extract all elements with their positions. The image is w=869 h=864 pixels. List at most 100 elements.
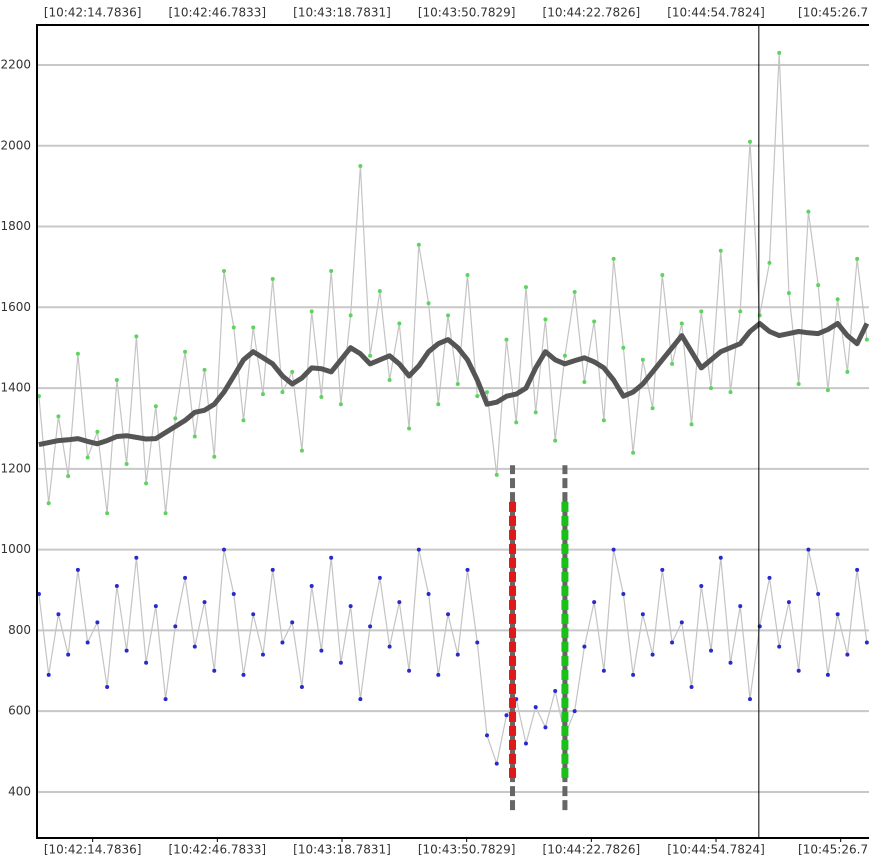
data-point: [631, 450, 636, 455]
data-point: [270, 277, 275, 282]
x-tick-label-bottom: [10:42:46.7833]: [169, 843, 267, 857]
data-point: [397, 600, 402, 605]
data-point: [338, 402, 343, 407]
data-point: [183, 349, 188, 354]
data-point: [504, 337, 509, 342]
data-point: [572, 289, 577, 294]
data-point: [757, 313, 762, 318]
data-point: [816, 592, 821, 597]
data-point: [202, 367, 207, 372]
data-point: [757, 624, 762, 629]
data-point: [601, 418, 606, 423]
data-point: [582, 644, 587, 649]
data-point: [611, 547, 616, 552]
data-point: [621, 345, 626, 350]
data-point: [786, 600, 791, 605]
y-tick-label: 600: [8, 704, 31, 718]
data-point: [572, 709, 577, 714]
data-point: [825, 388, 830, 393]
data-point: [446, 313, 451, 318]
data-point: [416, 547, 421, 552]
data-point: [290, 369, 295, 374]
data-point: [222, 268, 227, 273]
data-point: [806, 209, 811, 214]
data-point: [66, 652, 71, 657]
x-tick-label-bottom: [10:44:22.7826]: [543, 843, 641, 857]
data-point: [670, 361, 675, 366]
data-point: [864, 337, 869, 342]
data-point: [514, 420, 519, 425]
data-point: [183, 575, 188, 580]
data-point: [611, 256, 616, 261]
data-point: [173, 416, 178, 421]
data-point: [222, 547, 227, 552]
data-point: [640, 357, 645, 362]
data-point: [835, 297, 840, 302]
data-point: [747, 139, 752, 144]
data-point: [494, 761, 499, 766]
data-point: [251, 612, 256, 617]
data-point: [650, 652, 655, 657]
data-point: [845, 652, 850, 657]
data-point: [66, 474, 71, 479]
data-point: [85, 455, 90, 460]
data-point: [212, 454, 217, 459]
y-tick-label: 1600: [0, 300, 31, 314]
data-point: [416, 242, 421, 247]
data-point: [290, 620, 295, 625]
data-point: [796, 382, 801, 387]
data-point: [543, 317, 548, 322]
y-tick-label: 400: [8, 784, 31, 798]
data-point: [806, 547, 811, 552]
data-point: [397, 321, 402, 326]
data-point: [329, 555, 334, 560]
x-tick-label-bottom: [10:43:50.7829]: [418, 843, 516, 857]
data-point: [845, 369, 850, 374]
data-point: [260, 392, 265, 397]
data-point: [368, 353, 373, 358]
data-point: [95, 429, 100, 434]
data-point: [329, 268, 334, 273]
data-point: [816, 283, 821, 288]
data-point: [56, 414, 61, 419]
data-point: [747, 697, 752, 702]
x-tick-label-bottom: [10:44:54.7824]: [667, 843, 765, 857]
data-point: [309, 583, 314, 588]
data-point: [319, 394, 324, 399]
data-point: [855, 567, 860, 572]
data-point: [777, 644, 782, 649]
plot-frame: [36, 24, 869, 839]
plot-area: [36, 25, 869, 838]
data-point: [270, 567, 275, 572]
data-point: [523, 741, 528, 746]
data-point: [299, 448, 304, 453]
data-point: [173, 624, 178, 629]
data-point: [407, 426, 412, 431]
x-tick-label-bottom: [10:43:18.7831]: [293, 843, 391, 857]
data-point: [358, 163, 363, 168]
data-point: [718, 248, 723, 253]
data-point: [134, 334, 139, 339]
x-tick-label-top: [10:42:46.7833]: [169, 6, 267, 20]
x-tick-label-top: [10:44:54.7824]: [667, 6, 765, 20]
data-point: [475, 394, 480, 399]
data-point: [465, 567, 470, 572]
x-tick-label-top: [10:45:26.782: [798, 6, 869, 20]
data-point: [475, 640, 480, 645]
data-point: [46, 501, 51, 506]
x-tick-label-bottom: [10:45:26.782: [798, 843, 869, 857]
data-point: [640, 612, 645, 617]
data-point: [231, 592, 236, 597]
data-point: [202, 600, 207, 605]
data-point: [601, 668, 606, 673]
data-point: [709, 648, 714, 653]
series-line: [38, 321, 869, 448]
data-point: [114, 583, 119, 588]
data-point: [679, 321, 684, 326]
data-point: [436, 402, 441, 407]
data-point: [299, 684, 304, 689]
data-point: [75, 351, 80, 356]
x-tick-label-top: [10:44:22.7826]: [543, 6, 641, 20]
data-point: [85, 640, 90, 645]
